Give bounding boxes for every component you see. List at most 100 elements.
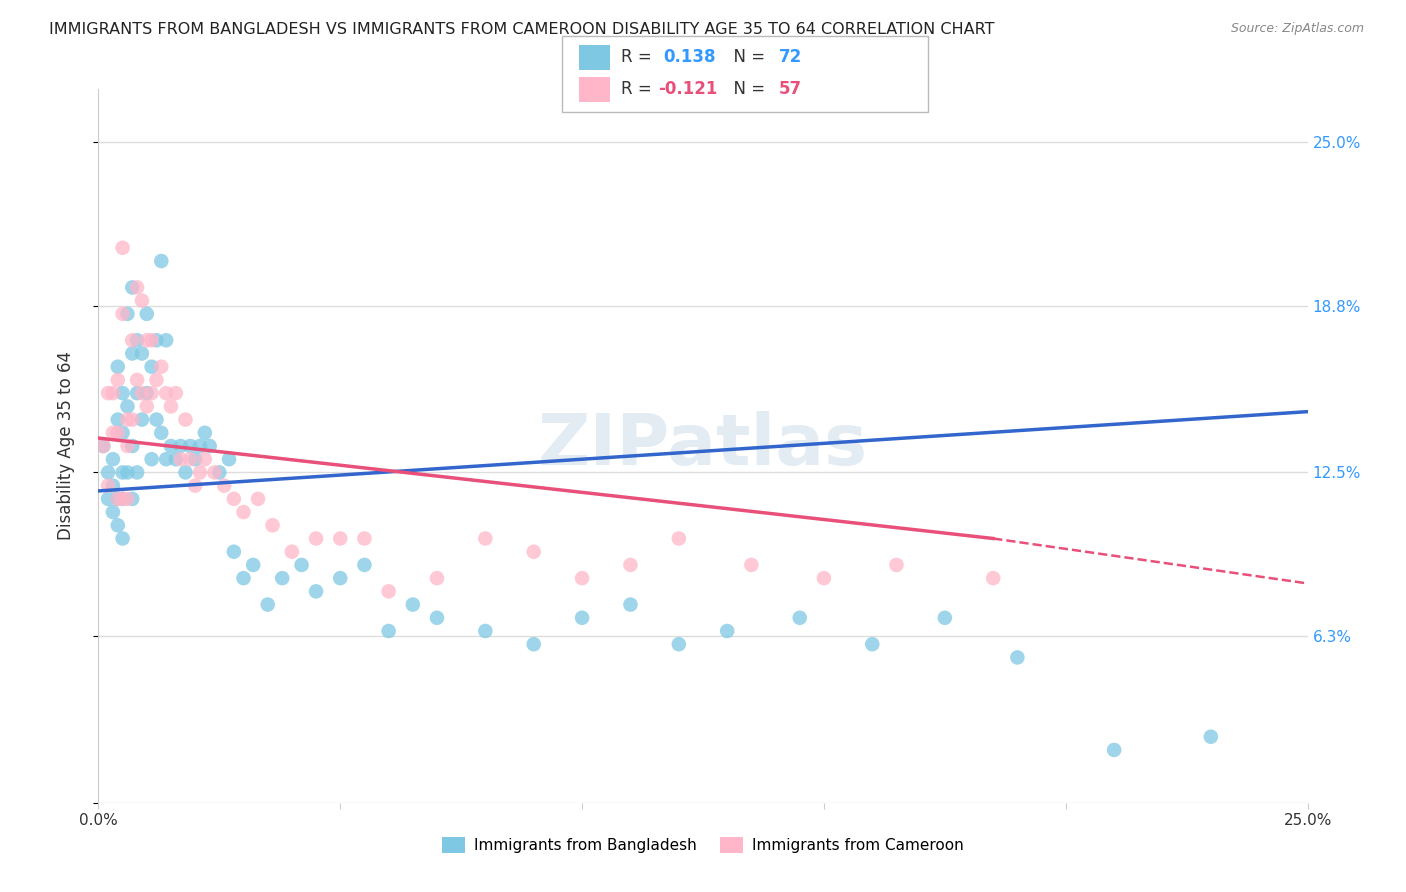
Point — [121, 280, 143, 294]
Point — [121, 491, 143, 506]
Point — [426, 571, 449, 585]
Point — [198, 439, 221, 453]
Point — [188, 439, 211, 453]
Point — [107, 359, 129, 374]
Point — [145, 373, 167, 387]
Point — [179, 439, 201, 453]
Point — [121, 439, 143, 453]
Point — [111, 466, 134, 480]
Point — [402, 598, 425, 612]
Text: 72: 72 — [779, 48, 803, 66]
Point — [107, 518, 129, 533]
Point — [160, 439, 183, 453]
Point — [523, 545, 546, 559]
Point — [204, 466, 226, 480]
Point — [281, 545, 304, 559]
Point — [101, 425, 124, 440]
Point — [131, 386, 153, 401]
Point — [789, 611, 811, 625]
Point — [155, 333, 177, 347]
Point — [101, 452, 124, 467]
Point — [135, 307, 157, 321]
Point — [619, 558, 641, 572]
Point — [135, 400, 157, 414]
Point — [117, 439, 139, 453]
Point — [111, 307, 134, 321]
Point — [117, 400, 139, 414]
Point — [107, 412, 129, 426]
Legend: Immigrants from Bangladesh, Immigrants from Cameroon: Immigrants from Bangladesh, Immigrants f… — [436, 831, 970, 859]
Point — [208, 466, 231, 480]
Point — [91, 439, 114, 453]
Point — [619, 598, 641, 612]
Point — [135, 386, 157, 401]
Point — [860, 637, 883, 651]
Point — [222, 491, 245, 506]
Point — [107, 373, 129, 387]
Point — [426, 611, 449, 625]
Point — [121, 412, 143, 426]
Point — [716, 624, 738, 638]
Text: ZIPatlas: ZIPatlas — [538, 411, 868, 481]
Point — [117, 491, 139, 506]
Point — [232, 571, 254, 585]
Text: IMMIGRANTS FROM BANGLADESH VS IMMIGRANTS FROM CAMEROON DISABILITY AGE 35 TO 64 C: IMMIGRANTS FROM BANGLADESH VS IMMIGRANTS… — [49, 22, 994, 37]
Point — [353, 558, 375, 572]
Point — [155, 386, 177, 401]
Point — [145, 333, 167, 347]
Point — [329, 571, 352, 585]
Point — [117, 412, 139, 426]
Point — [97, 466, 120, 480]
Point — [150, 359, 173, 374]
Point — [111, 241, 134, 255]
Point — [305, 532, 328, 546]
Point — [174, 412, 197, 426]
Point — [174, 466, 197, 480]
Point — [91, 439, 114, 453]
Point — [668, 532, 690, 546]
Point — [111, 532, 134, 546]
Text: -0.121: -0.121 — [658, 79, 717, 98]
Point — [232, 505, 254, 519]
Text: R =: R = — [621, 48, 658, 66]
Point — [101, 55, 124, 70]
Point — [305, 584, 328, 599]
Point — [271, 571, 294, 585]
Point — [131, 412, 153, 426]
Point — [111, 491, 134, 506]
Point — [111, 491, 134, 506]
Point — [184, 452, 207, 467]
Point — [188, 466, 211, 480]
Point — [101, 478, 124, 492]
Point — [101, 386, 124, 401]
Point — [169, 452, 191, 467]
Point — [1007, 650, 1029, 665]
Point — [222, 545, 245, 559]
Point — [256, 598, 278, 612]
Point — [97, 491, 120, 506]
Text: N =: N = — [723, 79, 770, 98]
Point — [111, 425, 134, 440]
Point — [242, 558, 264, 572]
Point — [141, 452, 163, 467]
Point — [184, 478, 207, 492]
Point — [145, 412, 167, 426]
Point — [107, 491, 129, 506]
Point — [668, 637, 690, 651]
Point — [150, 254, 173, 268]
Point — [111, 386, 134, 401]
Point — [141, 359, 163, 374]
Point — [131, 293, 153, 308]
Point — [1102, 743, 1125, 757]
Point — [127, 280, 149, 294]
Point — [107, 491, 129, 506]
Y-axis label: Disability Age 35 to 64: Disability Age 35 to 64 — [56, 351, 75, 541]
Point — [934, 611, 956, 625]
Point — [474, 532, 496, 546]
Point — [141, 386, 163, 401]
Point — [107, 425, 129, 440]
Point — [981, 571, 1004, 585]
Point — [121, 333, 143, 347]
Point — [740, 558, 762, 572]
Point — [97, 386, 120, 401]
